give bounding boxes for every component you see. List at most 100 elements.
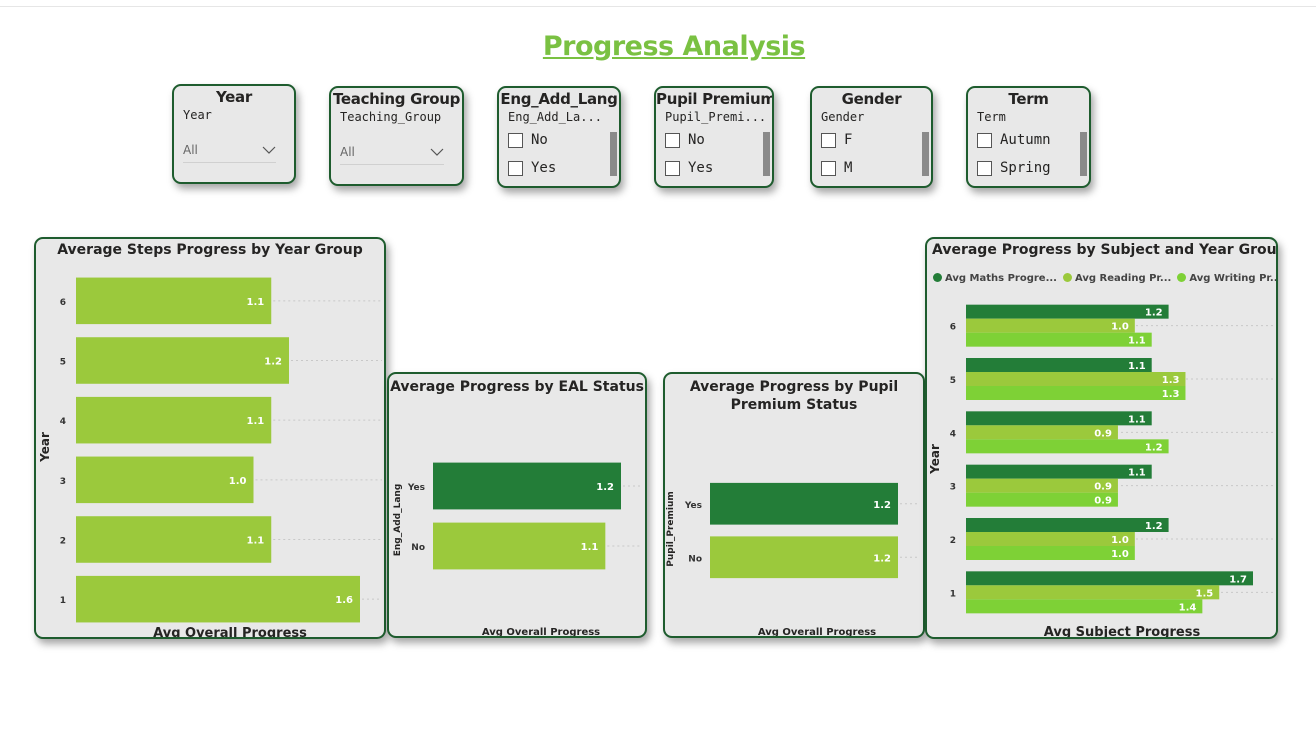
data-label: 1.1 xyxy=(1128,361,1146,372)
legend-label: Avg Reading Pr... xyxy=(1074,273,1172,284)
checkbox[interactable] xyxy=(821,132,836,148)
slicer-gender-title: Gender xyxy=(841,90,902,108)
slicer-gender[interactable]: Gender Gender F M xyxy=(810,86,933,188)
bar xyxy=(966,386,1186,400)
chart-steps-by-year-plot: 1.1 6 1.2 5 1.1 4 1.0 3 1.1 2 1.6 1 Avg Overall Prog… xyxy=(38,277,382,637)
data-label: 1.1 xyxy=(1128,468,1146,479)
year-dropdown[interactable]: All xyxy=(183,138,276,163)
eal-option-yes[interactable]: Yes xyxy=(508,154,619,182)
bar xyxy=(966,439,1169,454)
slicer-term-title: Term xyxy=(1008,90,1049,108)
slicer-term[interactable]: Term Term Autumn Spring xyxy=(966,86,1091,188)
data-label: 1.0 xyxy=(1111,322,1129,333)
legend-item: Avg Maths Progre... xyxy=(933,273,1057,284)
tick-label: 4 xyxy=(60,417,66,427)
legend-item: Avg Reading Pr... xyxy=(1062,273,1172,284)
chart-title: Average Progress by Pupil Premium Status xyxy=(689,379,899,413)
chart-pupil-premium: Average Progress by Pupil Premium Status… xyxy=(663,372,925,638)
year-dropdown-value: All xyxy=(183,143,198,157)
pupil-premium-option-no[interactable]: No xyxy=(665,126,772,154)
eal-option-no[interactable]: No xyxy=(508,126,619,154)
tick-label: 3 xyxy=(60,477,66,487)
bar xyxy=(966,332,1152,347)
chart-title: Average Progress by Subject and Year Gro… xyxy=(932,242,1278,258)
bar xyxy=(966,372,1186,386)
pupil-premium-option-yes[interactable]: Yes xyxy=(665,154,772,182)
tick-label: No xyxy=(411,543,425,553)
checkbox[interactable] xyxy=(977,132,992,148)
slicer-gender-field: Gender xyxy=(821,110,865,124)
chevron-down-icon xyxy=(262,146,276,154)
pupil-premium-option-label: No xyxy=(688,132,705,148)
teaching-group-dropdown[interactable]: All xyxy=(340,140,444,165)
page-title: Progress Analysis xyxy=(542,31,806,62)
data-label: 1.1 xyxy=(247,416,265,427)
data-label: 1.2 xyxy=(264,357,282,368)
tick-label: 2 xyxy=(950,536,956,546)
bar xyxy=(433,522,606,570)
slicer-pupil-premium-title: Pupil Premium xyxy=(656,90,774,108)
term-option-autumn[interactable]: Autumn xyxy=(977,126,1089,154)
bar xyxy=(966,518,1169,532)
checkbox[interactable] xyxy=(508,132,523,148)
scrollbar[interactable] xyxy=(763,132,770,176)
data-label: 1.3 xyxy=(1162,375,1180,386)
chevron-down-icon xyxy=(430,148,444,156)
bar xyxy=(966,599,1203,614)
data-label: 1.1 xyxy=(581,542,599,553)
scrollbar[interactable] xyxy=(922,132,929,176)
gender-option-f[interactable]: F xyxy=(821,126,931,154)
tick-label: Yes xyxy=(407,483,425,493)
y-axis-label: Year xyxy=(38,432,52,463)
slicer-year[interactable]: Year Year All xyxy=(172,84,296,184)
bar xyxy=(966,478,1118,493)
tick-label: 5 xyxy=(60,358,66,368)
scrollbar[interactable] xyxy=(1080,132,1087,176)
data-label: 1.0 xyxy=(1111,549,1129,560)
slicer-eal[interactable]: Eng_Add_Lang Eng_Add_La... No Yes xyxy=(497,86,621,188)
chart-eal-status: Average Progress by EAL Status 1.2 Yes 1.1… xyxy=(387,372,647,638)
bar xyxy=(966,585,1220,600)
scrollbar[interactable] xyxy=(610,132,617,176)
bar xyxy=(710,482,898,525)
eal-option-label: No xyxy=(531,132,548,148)
eal-option-label: Yes xyxy=(531,160,557,176)
slicer-pupil-premium[interactable]: Pupil Premium Pupil_Premi... No Yes xyxy=(654,86,774,188)
data-label: 1.1 xyxy=(247,297,265,308)
bar xyxy=(966,546,1135,560)
bar xyxy=(76,456,254,504)
bar xyxy=(76,396,272,444)
data-label: 1.1 xyxy=(247,536,265,547)
x-axis-label: Avg Overall Progress xyxy=(482,627,600,636)
data-label: 1.1 xyxy=(1128,336,1146,347)
checkbox[interactable] xyxy=(977,160,992,176)
term-option-spring[interactable]: Spring xyxy=(977,154,1089,182)
slicer-teaching-group-title: Teaching Group xyxy=(332,90,461,108)
y-axis-label: Pupil_Premium xyxy=(666,491,676,567)
slicer-eal-title: Eng_Add_Lang xyxy=(500,90,618,108)
data-label: 1.0 xyxy=(1111,535,1129,546)
tick-label: No xyxy=(688,554,702,564)
gender-option-m[interactable]: M xyxy=(821,154,931,182)
data-label: 0.9 xyxy=(1094,496,1112,507)
checkbox[interactable] xyxy=(508,160,523,176)
tick-label: 4 xyxy=(950,429,956,439)
checkbox[interactable] xyxy=(821,160,836,176)
term-option-label: Spring xyxy=(1000,160,1051,176)
tick-label: 6 xyxy=(60,298,66,308)
bar xyxy=(966,492,1118,507)
checkbox[interactable] xyxy=(665,132,680,148)
data-label: 0.9 xyxy=(1094,482,1112,493)
data-label: 1.3 xyxy=(1162,389,1180,400)
data-label: 1.5 xyxy=(1196,588,1214,599)
data-label: 1.0 xyxy=(229,476,247,487)
slicer-teaching-group[interactable]: Teaching Group Teaching_Group All xyxy=(329,86,464,186)
slicer-teaching-group-field: Teaching_Group xyxy=(340,110,442,124)
bar xyxy=(710,536,898,579)
bar xyxy=(966,304,1169,319)
checkbox[interactable] xyxy=(665,160,680,176)
chart-pupil-premium-plot: 1.2 Yes 1.2 No Avg Overall Progress Pupil_Pre… xyxy=(666,482,917,636)
legend-item: Avg Writing Pr... xyxy=(1177,273,1276,284)
chart-title: Average Steps Progress by Year Group xyxy=(57,242,363,258)
data-label: 1.1 xyxy=(1128,414,1146,425)
